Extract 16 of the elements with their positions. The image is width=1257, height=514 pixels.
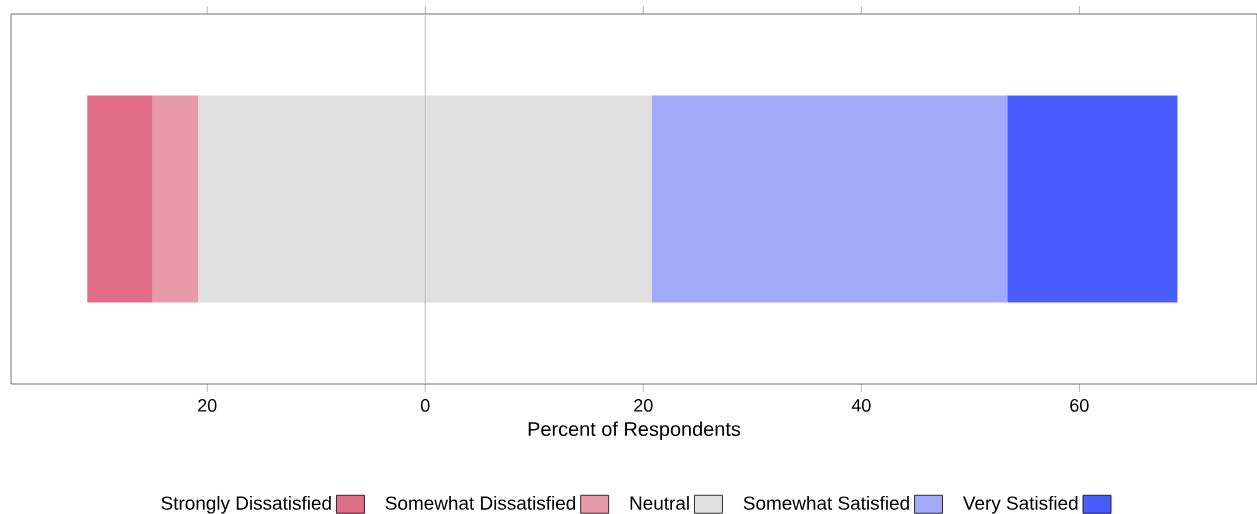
x-tick-label: 60 [1070,399,1089,412]
legend-label: Strongly Dissatisfied [161,495,331,514]
bar [152,95,199,303]
legend-label: Somewhat Satisfied [743,495,909,510]
x-tick-label: 0 [420,399,430,412]
bar [87,95,153,303]
legend-label: Somewhat Dissatisfied [385,495,576,510]
bar [198,95,652,303]
legend-label: Very Satisfied [963,495,1078,514]
x-axis-title: Percent of Respondents [528,421,741,440]
x-tick-label: 40 [851,399,871,412]
x-tick-label: 20 [634,399,653,412]
bar [1007,95,1178,303]
bar [652,95,1008,303]
legend-label: Neutral [630,495,689,510]
x-tick-label: 20 [198,399,217,412]
